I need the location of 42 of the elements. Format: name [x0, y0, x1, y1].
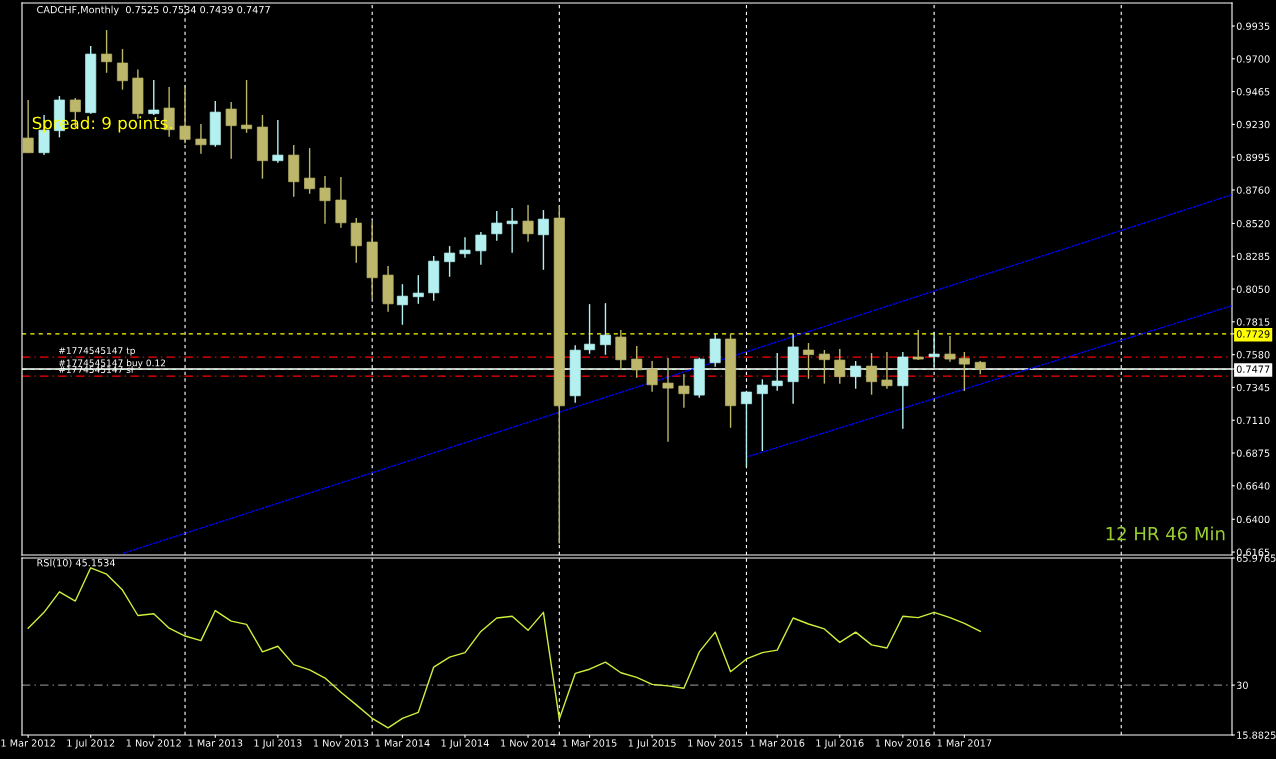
- x-tick-label: 1 Jul 2012: [67, 739, 115, 749]
- y-tick-label: 30: [1236, 681, 1248, 689]
- y-tick-label: 0.7815: [1236, 318, 1270, 326]
- y-tick-label: 0.9935: [1236, 22, 1270, 30]
- y-tick-label: 0.8285: [1236, 252, 1270, 261]
- x-tick-label: 1 Nov 2015: [688, 739, 743, 747]
- x-tick-label: 1 Nov 2013: [313, 739, 369, 747]
- y-tick-label: 65.9765: [1236, 554, 1276, 562]
- y-tick-label: 0.7729: [1236, 330, 1270, 338]
- chart-title: RSI(10) 45.1534: [37, 558, 116, 568]
- x-tick-label: 1 Nov 2014: [501, 739, 556, 747]
- y-tick-label: 0.7345: [1236, 383, 1270, 392]
- y-tick-label: 0.8760: [1236, 186, 1270, 194]
- x-tick-label: 1 Nov 2016: [875, 739, 931, 747]
- y-tick-label: 0.7477: [1236, 365, 1270, 373]
- x-tick-label: 1 Jul 2016: [816, 739, 864, 749]
- x-tick-label: 1 Jul 2013: [254, 739, 302, 749]
- x-tick-label: 1 Mar 2013: [188, 739, 243, 747]
- annotation: 12 HR 46 Min: [1106, 526, 1225, 541]
- x-tick-label: 1 Mar 2017: [937, 739, 992, 747]
- y-tick-label: 0.6400: [1236, 515, 1270, 524]
- y-tick-label: 0.9700: [1236, 55, 1270, 63]
- x-tick-label: 1 Jul 2014: [441, 739, 489, 749]
- y-tick-label: 0.6875: [1236, 449, 1270, 457]
- y-tick-label: 0.6640: [1236, 482, 1270, 490]
- chart-title: CADCHF,Monthly 0.7525 0.7534 0.7439 0.7477: [37, 5, 270, 16]
- x-tick-label: 1 Jul 2015: [628, 739, 676, 749]
- y-tick-label: 0.7580: [1236, 351, 1270, 359]
- x-tick-label: 1 Nov 2012: [126, 739, 181, 747]
- ref-line-label: #1774545147 tp: [59, 347, 135, 356]
- y-tick-label: 0.6165: [1236, 548, 1270, 556]
- y-tick-label: 0.9230: [1236, 120, 1270, 129]
- y-tick-label: 0.7110: [1236, 416, 1270, 425]
- y-tick-label: 0.8520: [1236, 219, 1270, 228]
- y-tick-label: 0.8050: [1236, 285, 1270, 293]
- y-tick-label: 0.8995: [1236, 153, 1270, 162]
- x-tick-label: 1 Mar 2016: [750, 739, 805, 747]
- x-tick-label: 1 Mar 2014: [375, 739, 430, 747]
- x-tick-label: 1 Mar 2012: [1, 739, 55, 747]
- y-tick-label: 15.8825: [1237, 731, 1276, 739]
- y-tick-label: 0.9465: [1236, 88, 1270, 96]
- x-tick-label: 1 Mar 2015: [562, 739, 617, 747]
